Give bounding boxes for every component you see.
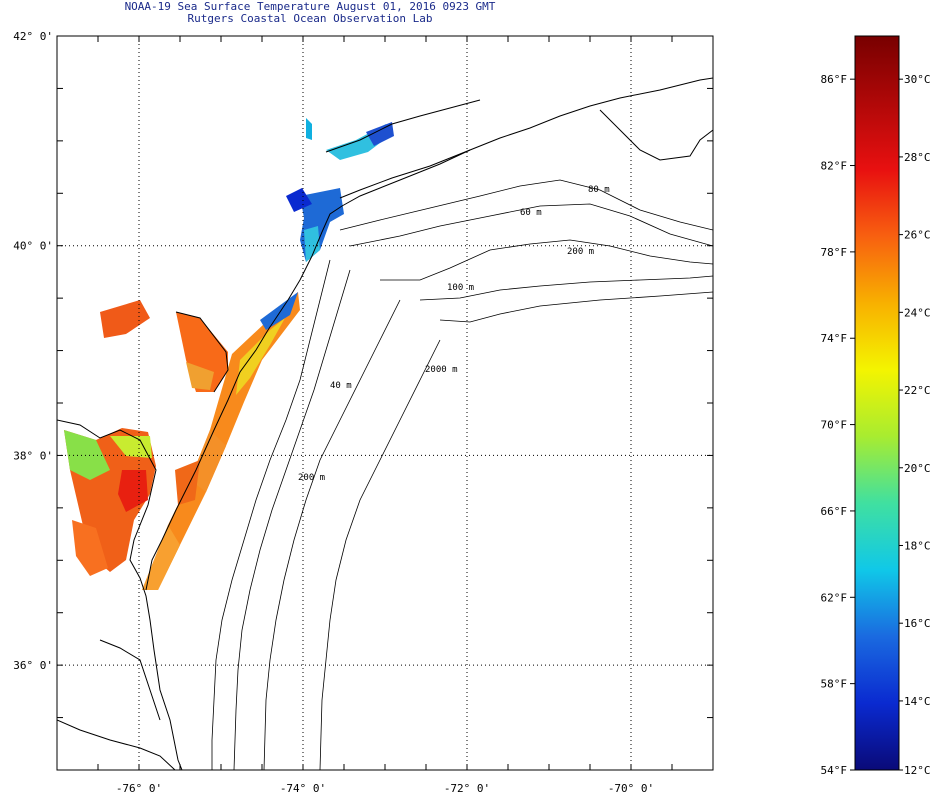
lon-label: -72° 0' <box>444 782 490 795</box>
coastline <box>57 77 713 770</box>
colorbar-label-f: 74°F <box>821 332 848 345</box>
colorbar-label-c: 14°C <box>904 695 931 708</box>
map-content: 60 m 80 m 100 m 200 m 2000 m 200 m 40 m <box>57 36 713 770</box>
isobath-label: 80 m <box>588 185 610 195</box>
colorbar-label-c: 30°C <box>904 73 931 86</box>
map-title: NOAA-19 Sea Surface Temperature August 0… <box>124 0 496 13</box>
sst-swath <box>64 118 394 590</box>
colorbar-label-f: 66°F <box>821 505 848 518</box>
colorbar-label-c: 24°C <box>904 306 931 319</box>
colorbar-label-f: 86°F <box>821 73 848 86</box>
colorbar-label-c: 22°C <box>904 384 931 397</box>
map-subtitle: Rutgers Coastal Ocean Observation Lab <box>187 12 433 25</box>
isobath-labels: 60 m 80 m 100 m 200 m 2000 m 200 m 40 m <box>298 185 610 483</box>
colorbar <box>854 35 900 771</box>
lon-label: -76° 0' <box>116 782 162 795</box>
lon-label: -74° 0' <box>280 782 326 795</box>
colorbar-label-f: 78°F <box>821 246 848 259</box>
lat-label: 40° 0' <box>13 240 53 253</box>
isobath-label: 200 m <box>298 473 325 483</box>
colorbar-label-f: 58°F <box>821 678 848 691</box>
lat-label: 38° 0' <box>13 449 53 462</box>
colorbar-label-c: 12°C <box>904 764 931 777</box>
isobath-label: 200 m <box>567 247 594 257</box>
isobath-label: 2000 m <box>425 365 458 375</box>
colorbar-label-f: 82°F <box>821 160 848 173</box>
lon-label: -70° 0' <box>608 782 654 795</box>
colorbar-label-f: 70°F <box>821 419 848 432</box>
map-axes: 42° 0' 40° 0' 38° 0' 36° 0' -76° 0' -74° 0' -7… <box>13 30 714 795</box>
map-frame <box>56 35 714 771</box>
isobath-label: 100 m <box>447 283 474 293</box>
lat-label: 36° 0' <box>13 659 53 672</box>
isobath-label: 40 m <box>330 381 352 391</box>
colorbar-label-c: 26°C <box>904 229 931 242</box>
graticule <box>57 36 713 770</box>
colorbar-labels: 86°F 82°F 78°F 74°F 70°F 66°F 62°F 58°F 54°F 30°C… <box>821 73 931 777</box>
colorbar-label-f: 54°F <box>821 764 848 777</box>
isobaths <box>211 179 713 770</box>
colorbar-label-f: 62°F <box>821 591 848 604</box>
isobath-label: 60 m <box>520 208 542 218</box>
colorbar-label-c: 28°C <box>904 151 931 164</box>
colorbar-label-c: 16°C <box>904 617 931 630</box>
colorbar-label-c: 18°C <box>904 539 931 552</box>
lat-label: 42° 0' <box>13 30 53 43</box>
colorbar-label-c: 20°C <box>904 462 931 475</box>
